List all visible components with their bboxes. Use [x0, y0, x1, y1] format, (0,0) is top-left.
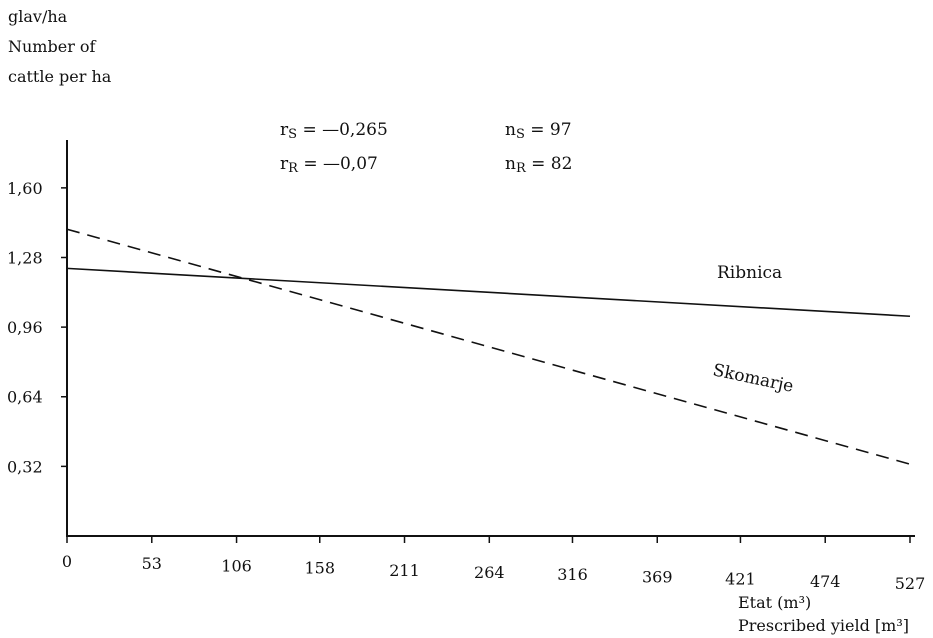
y-axis-label-line-3: cattle per ha	[8, 67, 112, 86]
x-tick-label: 474	[810, 572, 841, 591]
series-line-ribnica	[66, 267, 911, 318]
x-tick-label: 264	[474, 563, 505, 582]
x-tick-label: 211	[389, 561, 420, 580]
stat-n-r: nR = 82	[505, 154, 573, 176]
series-lines	[66, 228, 911, 465]
x-axis-label-line-2: Prescribed yield [m³]	[738, 616, 909, 635]
y-tick-label: 1,28	[7, 248, 43, 267]
x-tick-label: 369	[642, 567, 673, 586]
y-tick-label: 0,32	[7, 457, 43, 476]
stat-r-s: rS = —0,265	[280, 120, 388, 142]
x-tick-label: 106	[221, 556, 252, 575]
x-tick-label: 53	[142, 554, 162, 573]
x-axis-label-line-1: Etat (m³)	[738, 593, 812, 612]
axis-ticks	[61, 187, 911, 543]
y-axis-label-line-1: glav/ha	[8, 7, 68, 26]
x-tick-label: 158	[304, 559, 335, 578]
series-label-skomarje: Skomarje	[711, 360, 795, 397]
x-tick-label: 316	[557, 565, 588, 584]
x-tick-label: 421	[725, 570, 756, 589]
stat-r-r: rR = —0,07	[280, 154, 378, 176]
tick-labels: 0 53 106 158 211 264 316 369 421 474 527 1,60 1,28 0,…	[7, 179, 925, 593]
y-tick-label: 0,64	[7, 388, 43, 407]
x-tick-label: 0	[62, 552, 72, 571]
x-tick-label: 527	[895, 574, 926, 593]
stat-n-s: nS = 97	[505, 120, 572, 142]
series-label-ribnica: Ribnica	[717, 263, 782, 283]
series-line-skomarje	[66, 228, 911, 465]
y-tick-label: 1,60	[7, 179, 43, 198]
y-axis-label-line-2: Number of	[8, 37, 96, 56]
y-tick-label: 0,96	[7, 318, 43, 337]
